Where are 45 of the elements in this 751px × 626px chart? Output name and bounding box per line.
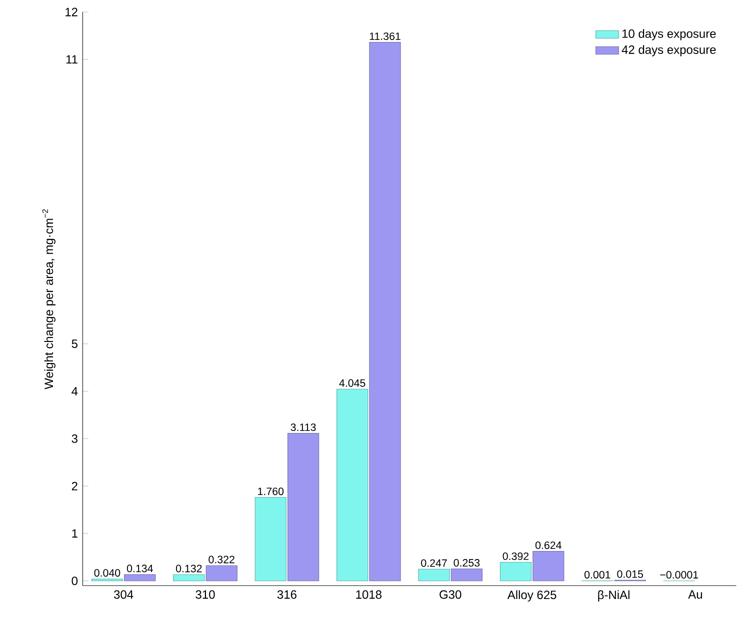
bar	[369, 42, 401, 582]
x-tick-label: Au	[688, 590, 702, 599]
data-label: 0.392	[502, 552, 529, 560]
data-label: 0.040	[94, 569, 120, 577]
data-label: 0.247	[421, 560, 447, 568]
x-tick-label: 310	[196, 590, 215, 599]
bar	[206, 566, 238, 582]
x-tick-label: β-NiAl	[598, 590, 630, 602]
x-tick-label: 1018	[356, 590, 382, 599]
legend-label: 42 days exposure	[622, 45, 716, 56]
bar	[173, 574, 205, 582]
data-label: 11.361	[370, 32, 400, 40]
bar	[124, 574, 156, 582]
data-label: −0.0001	[660, 571, 698, 579]
data-label: 0.132	[176, 564, 202, 573]
bar	[254, 497, 286, 582]
y-tick-label: 0	[72, 576, 78, 586]
bar	[288, 433, 320, 582]
bar	[500, 562, 532, 582]
x-tick-label: G30	[440, 590, 462, 599]
data-label: 0.253	[454, 559, 480, 567]
y-axis-title: Weight change per area, mg·cm$^{−2}$	[42, 210, 56, 390]
bar	[418, 569, 450, 582]
x-tick-label: 316	[277, 590, 296, 599]
y-tick-label: 5	[72, 340, 78, 348]
y-tick-label: 11	[66, 55, 78, 64]
x-tick-label: 304	[114, 590, 134, 599]
bar	[532, 551, 564, 582]
bar	[450, 568, 482, 582]
y-tick-label: 3	[72, 434, 78, 444]
y-tick-label: 12	[66, 8, 78, 16]
x-tick-label: Alloy 625	[507, 590, 556, 602]
data-label: 0.001	[584, 571, 610, 579]
data-label: 0.134	[126, 564, 153, 572]
data-label: 4.045	[339, 379, 366, 388]
bar	[336, 389, 368, 582]
data-label: 1.760	[258, 488, 284, 496]
legend-label: 10 days exposure	[622, 29, 716, 40]
data-label: 0.322	[208, 556, 234, 564]
y-tick-label: 4	[72, 387, 78, 396]
y-tick-label: 1	[72, 530, 78, 538]
y-tick-label: 2	[72, 482, 78, 490]
data-label: 3.113	[290, 424, 316, 432]
data-label: 0.015	[617, 570, 643, 578]
data-label: 0.624	[535, 542, 562, 550]
